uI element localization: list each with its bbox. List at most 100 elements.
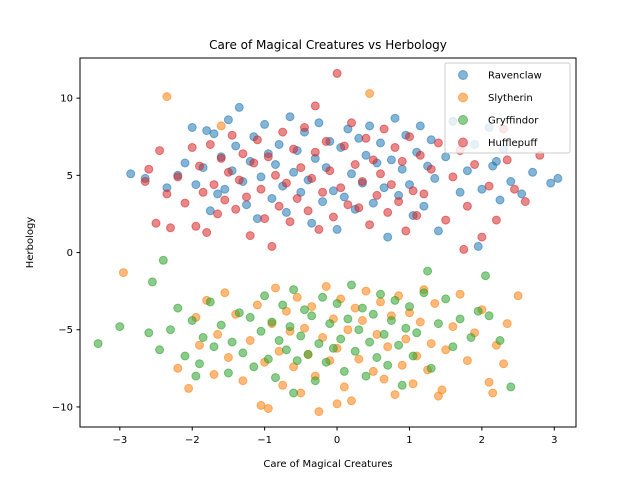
data-point bbox=[300, 323, 309, 333]
data-point bbox=[415, 150, 425, 160]
data-point bbox=[202, 126, 212, 136]
data-point bbox=[278, 300, 288, 310]
data-point bbox=[510, 184, 519, 194]
data-point bbox=[347, 169, 356, 179]
y-axis-ticks: −10 −5 0 5 10 bbox=[52, 94, 80, 413]
data-point bbox=[481, 271, 490, 281]
data-point bbox=[419, 201, 429, 211]
data-point bbox=[318, 187, 328, 197]
data-point bbox=[499, 359, 509, 369]
data-point bbox=[376, 289, 385, 299]
data-point bbox=[285, 217, 295, 227]
data-point bbox=[441, 152, 451, 162]
data-point bbox=[205, 206, 215, 216]
data-point bbox=[517, 189, 527, 199]
data-point bbox=[245, 231, 255, 241]
data-point bbox=[365, 220, 375, 230]
data-point bbox=[401, 334, 411, 344]
data-point bbox=[343, 314, 353, 324]
data-point bbox=[528, 167, 538, 177]
data-point bbox=[162, 92, 172, 102]
data-point bbox=[213, 329, 223, 339]
data-point bbox=[205, 140, 215, 149]
data-point bbox=[155, 146, 165, 156]
data-point bbox=[357, 303, 367, 313]
data-point bbox=[260, 214, 270, 224]
data-point bbox=[238, 348, 248, 358]
data-point bbox=[252, 300, 262, 310]
data-point bbox=[223, 115, 233, 125]
data-point bbox=[433, 226, 443, 236]
data-point bbox=[314, 407, 324, 417]
data-point bbox=[466, 333, 476, 342]
data-point bbox=[314, 339, 324, 349]
data-point bbox=[252, 135, 262, 145]
data-point bbox=[361, 286, 371, 296]
data-point bbox=[361, 371, 371, 381]
data-point bbox=[455, 187, 465, 197]
data-point bbox=[321, 136, 331, 146]
data-point bbox=[495, 336, 505, 345]
data-point bbox=[546, 178, 556, 188]
data-point bbox=[415, 317, 425, 327]
data-point bbox=[289, 144, 299, 154]
data-point bbox=[488, 161, 498, 171]
data-point bbox=[448, 322, 458, 332]
data-point bbox=[281, 345, 291, 355]
data-point bbox=[347, 118, 356, 128]
data-point bbox=[339, 382, 349, 392]
data-point bbox=[321, 357, 331, 367]
data-point bbox=[296, 163, 306, 173]
data-point bbox=[553, 173, 563, 183]
data-point bbox=[158, 255, 168, 265]
x-axis-label: Care of Magical Creatures bbox=[263, 459, 392, 470]
legend-label-gryffindor: Gryffindor bbox=[488, 116, 539, 127]
data-point bbox=[336, 183, 346, 193]
y-tick-label: 0 bbox=[67, 248, 73, 259]
data-point bbox=[292, 292, 302, 302]
data-point bbox=[397, 156, 407, 166]
legend-marker-hufflepuff bbox=[458, 137, 468, 148]
data-point bbox=[397, 164, 407, 174]
data-point bbox=[473, 241, 483, 251]
data-point bbox=[354, 325, 364, 335]
data-point bbox=[314, 118, 324, 128]
data-point bbox=[292, 356, 302, 366]
legend-marker-ravenclaw bbox=[458, 70, 468, 80]
data-point bbox=[187, 316, 197, 325]
data-point bbox=[376, 169, 385, 179]
data-point bbox=[430, 299, 440, 308]
data-point bbox=[238, 376, 248, 386]
data-point bbox=[408, 351, 418, 361]
data-point bbox=[321, 282, 331, 291]
data-point bbox=[484, 181, 494, 191]
data-point bbox=[180, 158, 190, 168]
x-tick-label: −3 bbox=[112, 435, 127, 446]
data-point bbox=[484, 377, 494, 387]
data-point bbox=[303, 349, 313, 359]
data-point bbox=[372, 353, 382, 362]
data-point bbox=[274, 140, 284, 149]
data-point bbox=[220, 195, 230, 205]
data-point bbox=[506, 382, 516, 392]
data-point bbox=[227, 130, 237, 140]
legend-label-ravenclaw: Ravenclaw bbox=[488, 71, 542, 82]
data-point bbox=[376, 297, 385, 307]
x-tick-label: 2 bbox=[479, 435, 485, 446]
data-point bbox=[191, 221, 201, 231]
data-point bbox=[412, 328, 422, 338]
data-point bbox=[303, 206, 313, 216]
data-point bbox=[187, 143, 197, 152]
legend-marker-slytherin bbox=[458, 92, 468, 103]
data-point bbox=[187, 123, 197, 132]
data-point bbox=[332, 224, 342, 234]
data-point bbox=[115, 322, 125, 332]
data-point bbox=[249, 158, 259, 168]
data-point bbox=[328, 343, 338, 353]
data-point bbox=[339, 192, 349, 202]
data-point bbox=[191, 371, 201, 381]
legend-label-slytherin: Slytherin bbox=[488, 93, 533, 104]
y-tick-label: 5 bbox=[67, 171, 73, 182]
data-point bbox=[368, 309, 378, 319]
